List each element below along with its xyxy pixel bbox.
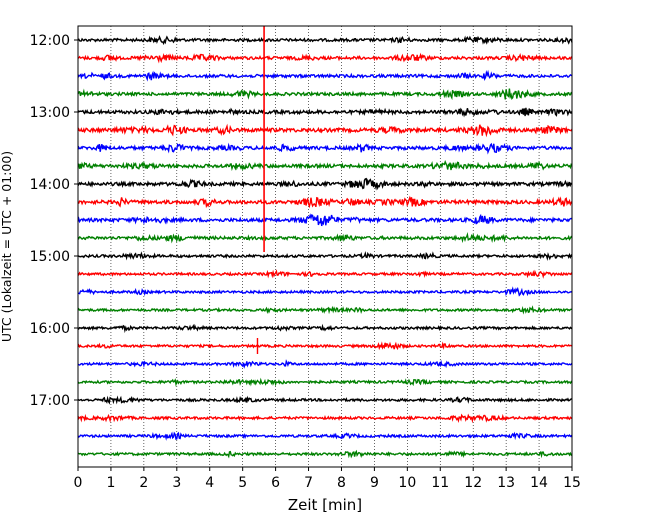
x-tick-label: 4 xyxy=(205,475,214,491)
trace-1700 xyxy=(77,395,573,405)
trace-1600 xyxy=(77,323,573,334)
x-tick-label: 12 xyxy=(464,475,482,491)
trace-1545 xyxy=(77,305,573,315)
seismic-traces xyxy=(77,34,573,459)
trace-1415 xyxy=(77,195,573,209)
x-tick-label: 10 xyxy=(398,475,416,491)
trace-1745 xyxy=(77,449,573,459)
x-tick-label: 5 xyxy=(238,475,247,491)
trace-1445 xyxy=(77,231,573,244)
trace-1300 xyxy=(77,107,573,118)
trace-1330 xyxy=(77,142,573,155)
trace-1500 xyxy=(77,251,573,262)
x-tick-label: 9 xyxy=(370,475,379,491)
trace-1630 xyxy=(77,359,573,369)
trace-1515 xyxy=(77,269,573,279)
trace-1715 xyxy=(77,413,573,424)
y-tick-label: 13:00 xyxy=(30,105,70,121)
y-tick-label: 17:00 xyxy=(30,393,70,409)
x-tick-label: 11 xyxy=(431,475,449,491)
y-axis-ticks: 12:00 13:00 14:00 15:00 16:00 17:00 xyxy=(30,33,78,409)
x-tick-label: 7 xyxy=(304,475,313,491)
event-markers xyxy=(256,26,265,354)
trace-1230 xyxy=(77,69,573,82)
trace-1430 xyxy=(77,213,573,227)
x-tick-label: 14 xyxy=(530,475,548,491)
trace-1245 xyxy=(77,88,573,101)
trace-1530 xyxy=(77,286,573,297)
trace-1400 xyxy=(77,177,573,191)
x-tick-label: 8 xyxy=(337,475,346,491)
trace-1315 xyxy=(77,123,573,138)
x-axis-ticks: 0 1 2 3 4 5 6 7 8 9 10 11 12 13 14 15 xyxy=(74,467,581,491)
x-tick-label: 13 xyxy=(497,475,515,491)
x-tick-label: 3 xyxy=(172,475,181,491)
plot-frame xyxy=(77,25,573,468)
trace-1730 xyxy=(77,431,573,441)
y-tick-label: 16:00 xyxy=(30,321,70,337)
y-tick-label: 15:00 xyxy=(30,249,70,265)
x-tick-label: 1 xyxy=(106,475,115,491)
x-tick-label: 6 xyxy=(271,475,280,491)
x-axis-label: Zeit [min] xyxy=(288,496,362,514)
y-tick-label: 12:00 xyxy=(30,33,70,49)
trace-1200 xyxy=(77,34,573,46)
trace-1345 xyxy=(77,159,573,172)
y-tick-label: 14:00 xyxy=(30,177,70,193)
trace-1215 xyxy=(77,52,573,64)
trace-1645 xyxy=(77,377,573,387)
y-axis-label: UTC (Lokalzeit = UTC + 01:00) xyxy=(0,151,14,342)
x-tick-label: 15 xyxy=(563,475,581,491)
x-tick-label: 0 xyxy=(74,475,83,491)
trace-1615 xyxy=(77,341,573,351)
x-tick-label: 2 xyxy=(139,475,148,491)
